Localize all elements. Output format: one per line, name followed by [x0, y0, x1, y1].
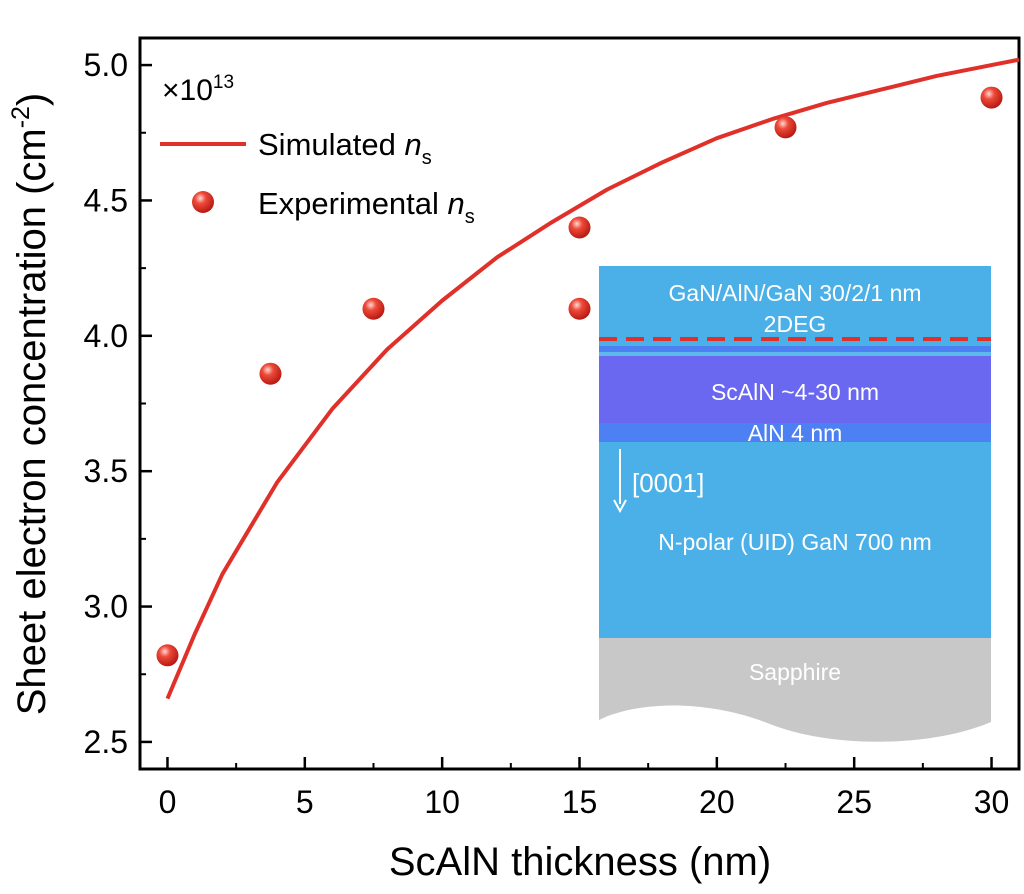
inset-sapphire-layer: [599, 638, 991, 742]
x-axis-ticks: 0 5 10 15 20 25 30: [159, 757, 1010, 820]
inset-top-gan-layer: [599, 266, 991, 346]
experimental-point: [259, 362, 282, 385]
y-tick-label: 5.0: [84, 47, 128, 83]
x-tick-label: 5: [296, 784, 314, 820]
y-tick-label: 2.5: [84, 724, 128, 760]
x-tick-label: 0: [159, 784, 177, 820]
inset-label-direction: [0001]: [632, 468, 704, 498]
legend-simulated-label: Simulated ns: [258, 127, 432, 169]
experimental-point: [774, 116, 797, 139]
y-tick-label: 4.0: [84, 318, 128, 354]
experimental-point: [568, 297, 591, 320]
inset-label-aln: AlN 4 nm: [748, 420, 843, 446]
y-multiplier: ×1013: [162, 72, 234, 107]
inset-layer-diagram: GaN/AlN/GaN 30/2/1 nm 2DEG ScAlN ~4-30 n…: [599, 266, 991, 742]
y-axis-title: Sheet electron concentration (cm-2): [7, 93, 54, 716]
inset-thin-aln-layer: [599, 346, 991, 352]
inset-npolar-gan-layer: [599, 442, 991, 638]
inset-label-npolar-gan: N-polar (UID) GaN 700 nm: [658, 529, 932, 555]
inset-aln-layer: [599, 423, 991, 442]
x-tick-label: 20: [699, 784, 735, 820]
x-tick-label: 10: [424, 784, 460, 820]
x-tick-label: 15: [562, 784, 598, 820]
legend-experimental-label: Experimental ns: [258, 186, 475, 228]
y-tick-label: 4.5: [84, 182, 128, 218]
inset-label-top-layers: GaN/AlN/GaN 30/2/1 nm: [668, 280, 921, 306]
x-tick-label: 25: [836, 784, 872, 820]
experimental-point: [156, 644, 179, 667]
x-tick-label: 30: [974, 784, 1010, 820]
inset-label-scaln: ScAlN ~4-30 nm: [711, 379, 879, 405]
inset-label-2deg: 2DEG: [764, 311, 827, 337]
series-simulated-line: [165, 57, 1020, 700]
y-tick-label: 3.5: [84, 453, 128, 489]
inset-thin-gan-layer: [599, 352, 991, 356]
inset-direction-arrow-icon: [613, 499, 627, 514]
legend-experimental-marker: [192, 191, 214, 213]
y-tick-label: 3.0: [84, 589, 128, 625]
series-layer: [156, 57, 1020, 700]
experimental-point: [568, 216, 591, 239]
experimental-point: [362, 297, 385, 320]
legend: Simulated ns Experimental ns: [160, 127, 475, 228]
y-axis-ticks: 2.5 3.0 3.5 4.0 4.5 5.0: [84, 47, 152, 760]
x-axis-title: ScAlN thickness (nm): [389, 840, 771, 884]
inset-label-sapphire: Sapphire: [749, 659, 841, 685]
inset-scaln-layer: [599, 356, 991, 423]
experimental-point: [980, 86, 1003, 109]
